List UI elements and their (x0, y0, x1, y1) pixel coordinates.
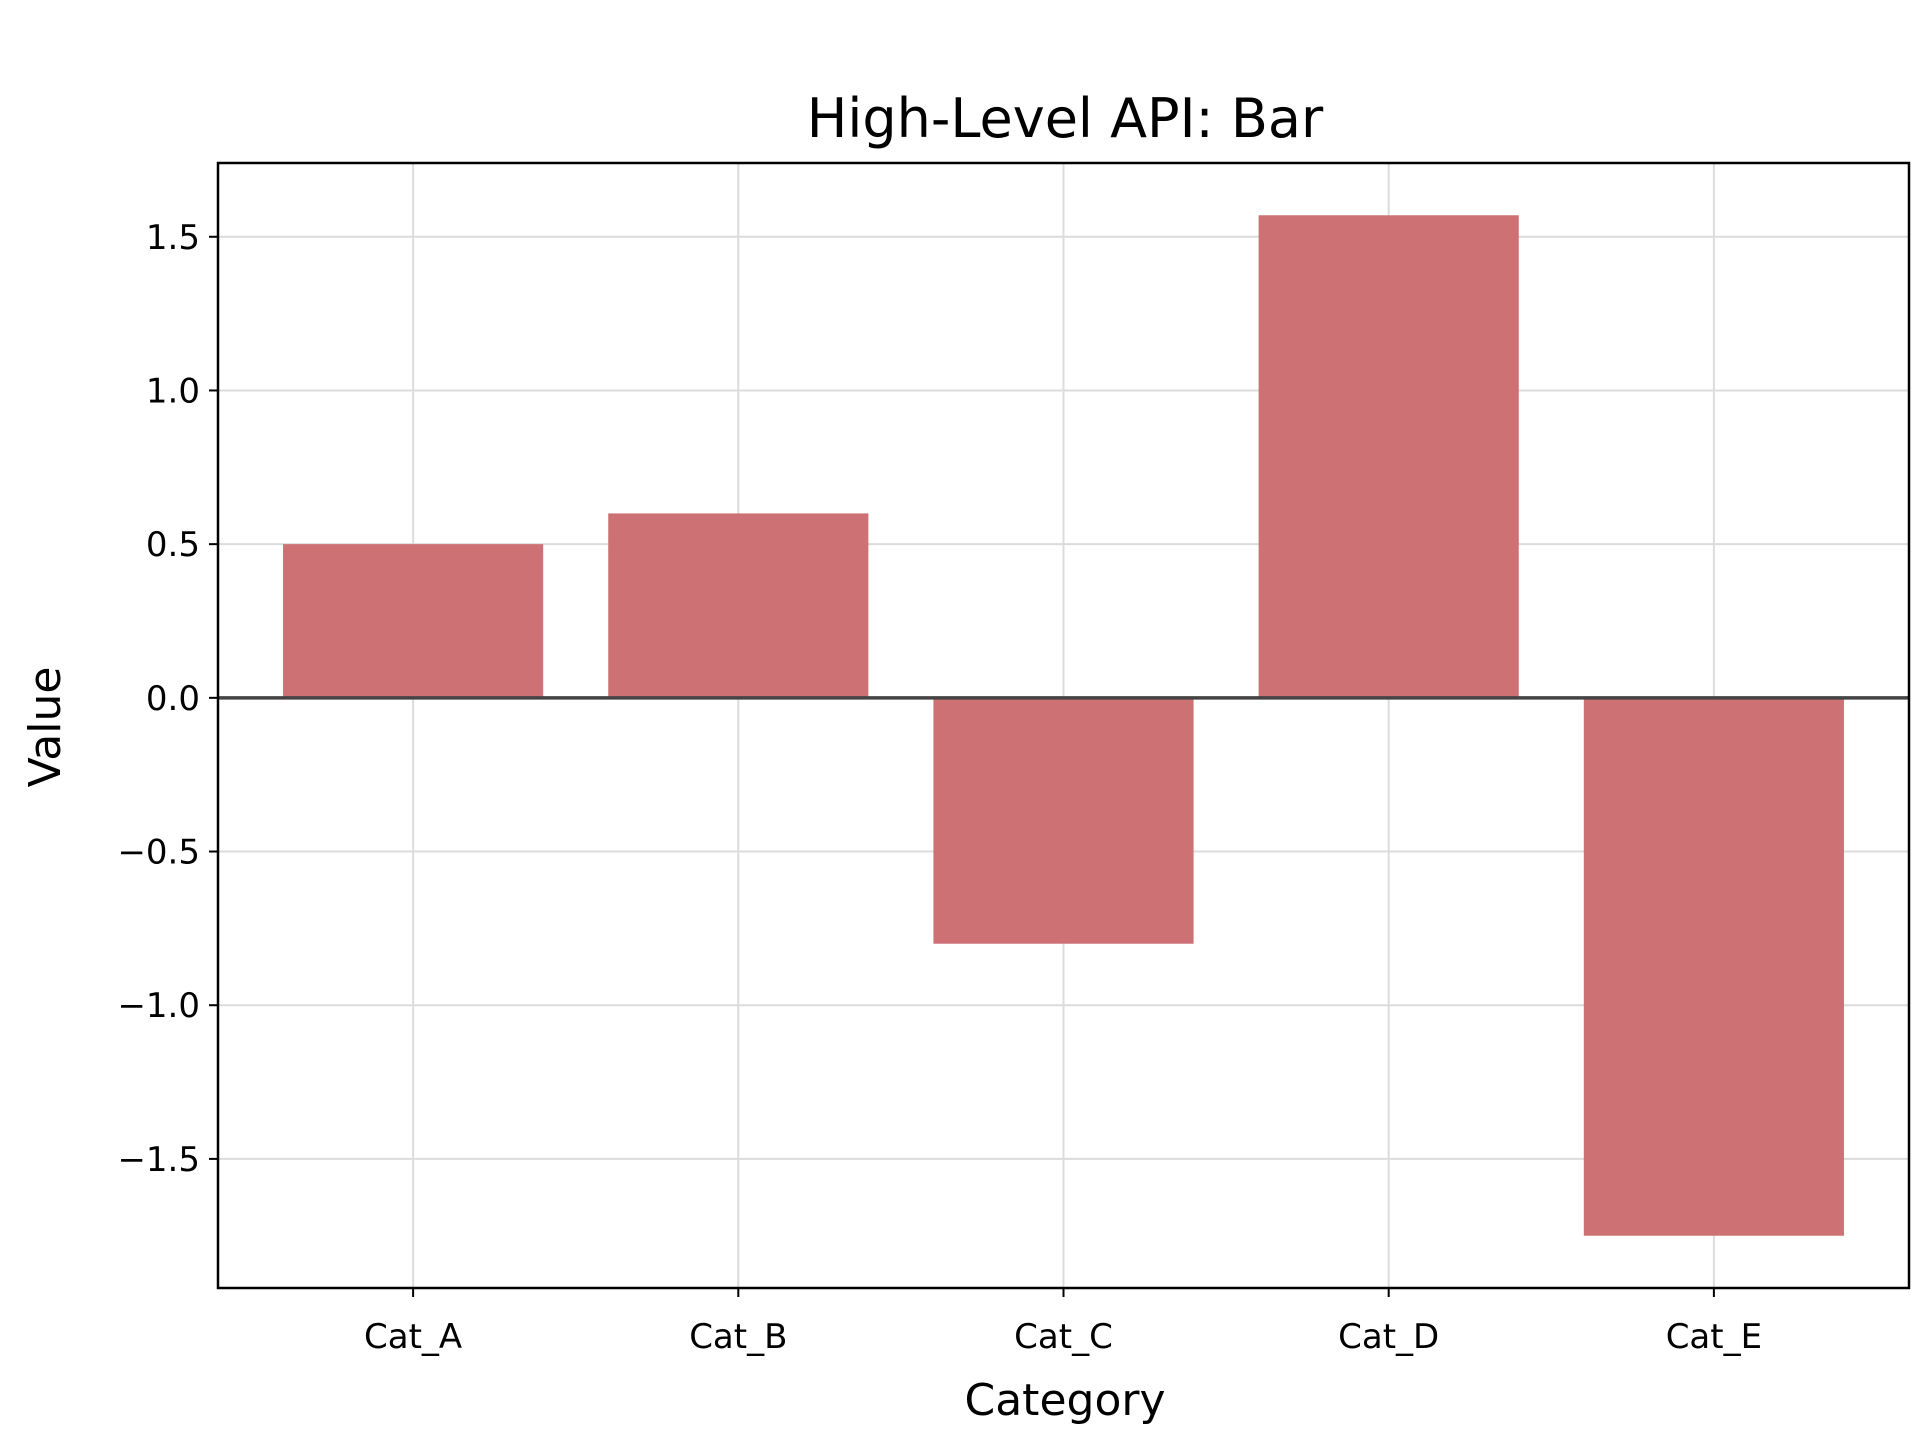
x-axis-label: Category (965, 1375, 1166, 1426)
y-axis-label: Value (20, 667, 71, 788)
bar-cat-e (1583, 697, 1844, 1236)
bar-cat-d (1258, 215, 1519, 698)
bar-cat-c (933, 697, 1194, 944)
y-tick-label: −1.5 (117, 1140, 200, 1180)
bar-layer (283, 215, 1844, 1236)
bar-cat-a (283, 544, 544, 698)
x-tick-label: Cat_E (1666, 1317, 1762, 1357)
y-tick-label: 0.0 (146, 679, 200, 719)
y-tick-label: −0.5 (117, 833, 200, 873)
y-tick-label: 0.5 (146, 525, 200, 565)
tick-layer: −1.5 −1.0 −0.5 0.0 0.5 1.0 1.5 Cat_A Cat_B Cat_C C… (117, 218, 1762, 1357)
x-tick-label: Cat_D (1338, 1317, 1439, 1357)
x-tick-label: Cat_C (1014, 1317, 1113, 1357)
y-tick-label: −1.0 (117, 986, 200, 1026)
x-tick-label: Cat_B (689, 1317, 787, 1357)
bar-cat-b (608, 513, 869, 698)
chart-title: High-Level API: Bar (807, 87, 1324, 150)
y-tick-label: 1.5 (146, 218, 200, 258)
y-tick-label: 1.0 (146, 371, 200, 411)
x-tick-label: Cat_A (364, 1317, 462, 1357)
